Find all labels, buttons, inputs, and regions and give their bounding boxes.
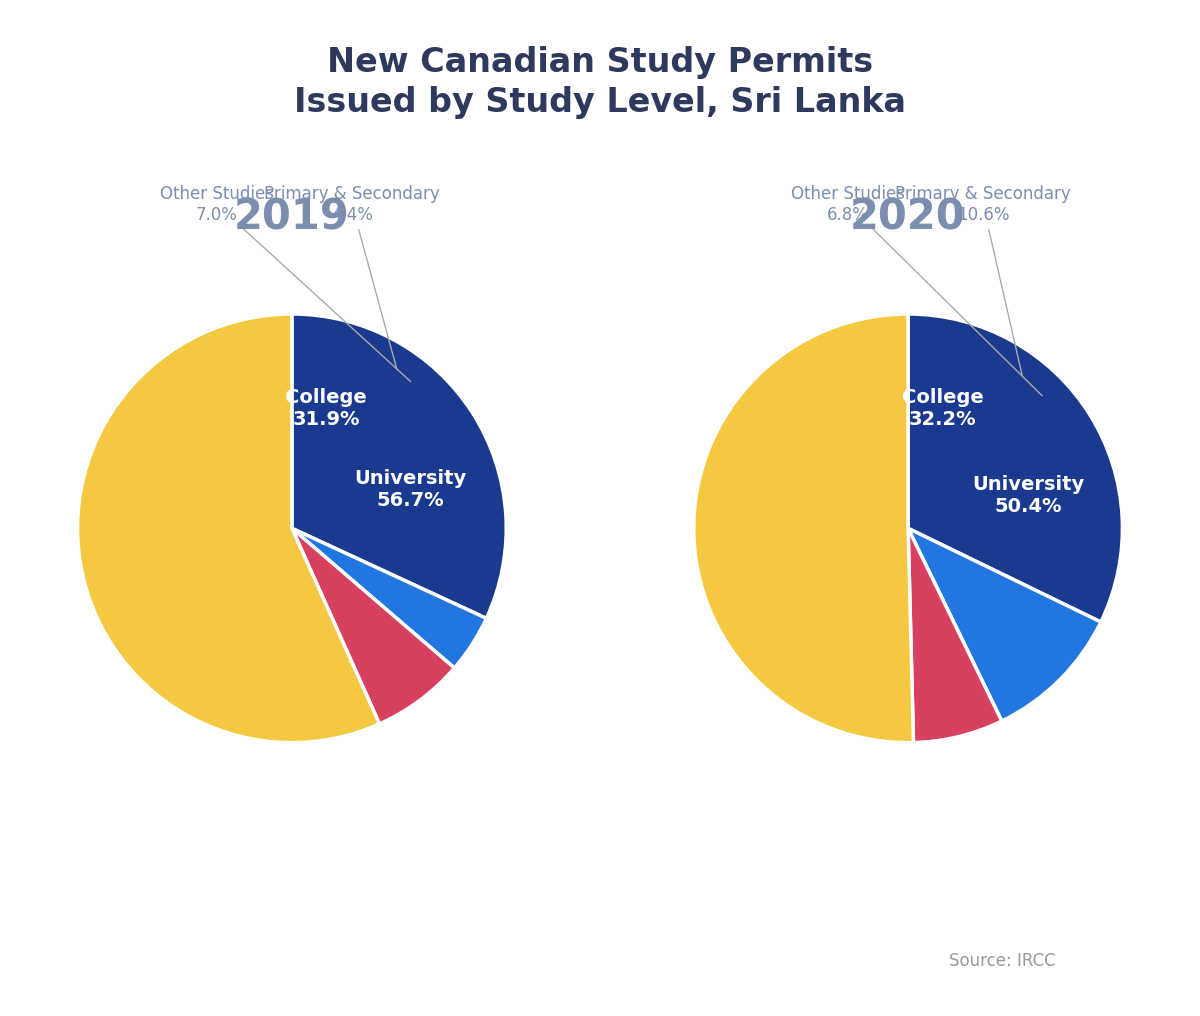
Text: Source: IRCC: Source: IRCC — [949, 952, 1056, 970]
Wedge shape — [908, 314, 1122, 622]
Wedge shape — [908, 528, 1002, 743]
Wedge shape — [292, 528, 455, 724]
Text: Primary & Secondary
10.6%: Primary & Secondary 10.6% — [895, 185, 1070, 376]
Wedge shape — [908, 528, 1100, 721]
Text: College
31.9%: College 31.9% — [286, 388, 367, 430]
Title: 2019: 2019 — [234, 197, 349, 239]
Text: University
50.4%: University 50.4% — [972, 475, 1084, 516]
Text: Other Studies
7.0%: Other Studies 7.0% — [160, 185, 410, 382]
Text: Issued by Study Level, Sri Lanka: Issued by Study Level, Sri Lanka — [294, 86, 906, 119]
Text: Other Studies
6.8%: Other Studies 6.8% — [791, 185, 1043, 396]
Title: 2020: 2020 — [851, 197, 966, 239]
Wedge shape — [78, 314, 379, 743]
Wedge shape — [292, 528, 486, 669]
Wedge shape — [694, 314, 913, 743]
Text: New Canadian Study Permits: New Canadian Study Permits — [326, 46, 874, 78]
Text: University
56.7%: University 56.7% — [354, 468, 466, 510]
Text: College
32.2%: College 32.2% — [901, 388, 984, 430]
Text: Primary & Secondary
4.4%: Primary & Secondary 4.4% — [264, 185, 439, 370]
Wedge shape — [292, 314, 506, 619]
